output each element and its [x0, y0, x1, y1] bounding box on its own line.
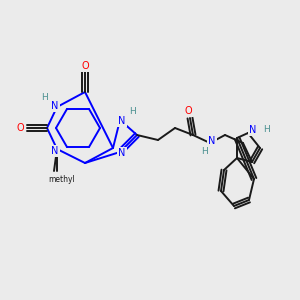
Text: N: N	[249, 125, 257, 135]
Text: N: N	[51, 101, 59, 111]
Text: H: H	[202, 146, 208, 155]
Text: methyl: methyl	[49, 175, 75, 184]
Text: H: H	[42, 92, 48, 101]
Text: O: O	[16, 123, 24, 133]
Text: H: H	[129, 106, 135, 116]
Text: N: N	[208, 136, 216, 146]
Text: O: O	[184, 106, 192, 116]
Text: H: H	[262, 125, 269, 134]
Text: N: N	[118, 116, 126, 126]
Text: N: N	[51, 146, 59, 156]
Text: N: N	[118, 148, 126, 158]
Text: O: O	[81, 61, 89, 71]
